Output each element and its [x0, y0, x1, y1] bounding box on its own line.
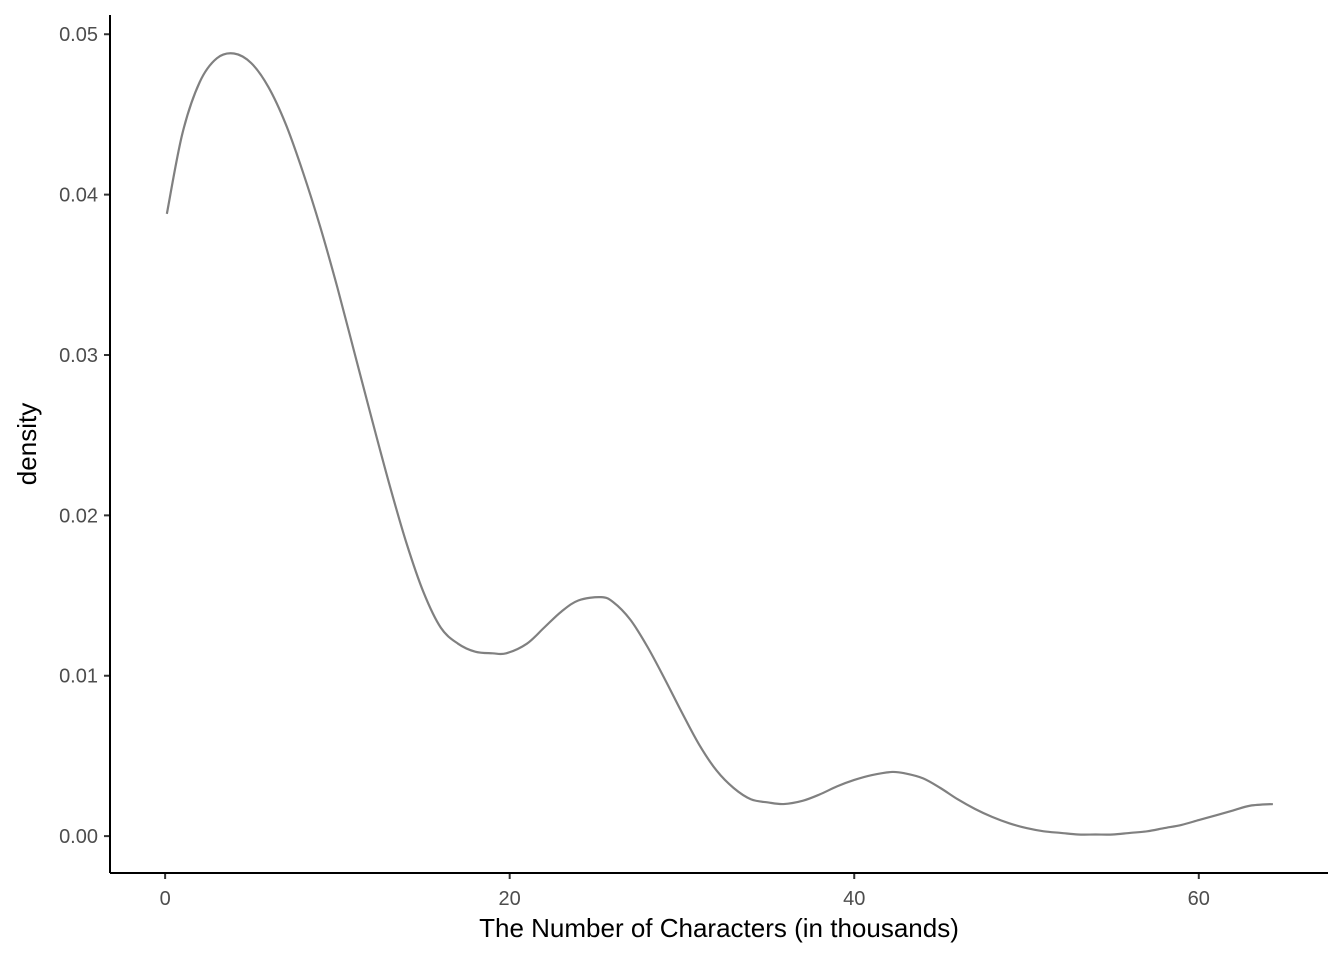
y-tick-label: 0.03	[59, 345, 98, 367]
x-axis-title: The Number of Characters (in thousands)	[479, 913, 959, 943]
x-tick-label: 60	[1188, 888, 1210, 910]
x-tick-label: 0	[160, 888, 171, 910]
density-line	[165, 52, 1273, 836]
y-tick-label: 0.02	[59, 505, 98, 527]
y-axis-title: density	[12, 403, 42, 485]
x-tick-label: 40	[843, 888, 865, 910]
y-tick-label: 0.01	[59, 666, 98, 688]
x-axis-ticks: 0 20 40 60	[160, 873, 1210, 910]
y-tick-label: 0.05	[59, 24, 98, 46]
y-tick-label: 0.00	[59, 826, 98, 848]
x-tick-label: 20	[499, 888, 521, 910]
y-axis-ticks: 0.00 0.01 0.02 0.03 0.04 0.05	[59, 24, 110, 848]
y-tick-label: 0.04	[59, 185, 98, 207]
